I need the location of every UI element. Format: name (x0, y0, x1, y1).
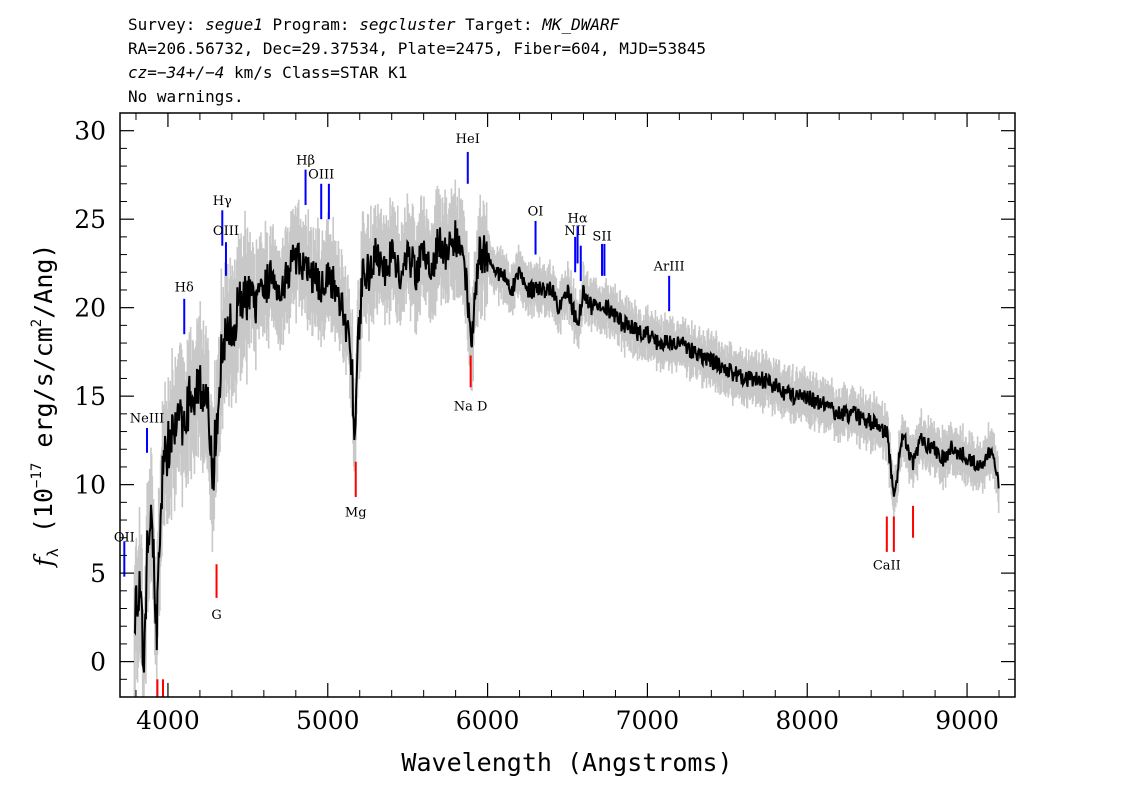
header-segment: km/s Class=STAR K1 (224, 63, 407, 82)
y-tick-label: 10 (74, 471, 106, 500)
y-tick-label: 0 (90, 648, 106, 677)
y-tick-label: 5 (90, 559, 106, 588)
spectral-line-label: HeI (456, 132, 480, 147)
spectral-line-label: G (211, 608, 221, 623)
x-tick-label: 4000 (136, 706, 200, 735)
y-tick-label: 20 (74, 294, 106, 323)
x-axis-ticks: 4000 5000 6000 7000 8000 9000 (135, 113, 1000, 735)
y-tick-label: 30 (74, 117, 106, 146)
spectral-line-label: NeIII (130, 412, 164, 427)
header-line-1: Survey: segue1 Program: segcluster Targe… (128, 15, 620, 34)
header-line-4: No warnings. (128, 87, 244, 106)
x-tick-label: 8000 (775, 706, 839, 735)
header-segment: Target: (456, 15, 543, 34)
flux-series (133, 220, 1000, 673)
y-axis-ticks: 0 5 10 15 20 25 30 (74, 117, 1015, 680)
spectral-line-label: NII (564, 224, 586, 239)
spectral-line-label: Hδ (175, 281, 194, 296)
x-axis-title: Wavelength (Angstroms) (401, 748, 732, 777)
header-line-3: cz=−34+/−4 km/s Class=STAR K1 (128, 63, 407, 82)
header-line-2: RA=206.56732, Dec=29.37534, Plate=2475, … (128, 39, 706, 58)
spectral-line-label: Hβ (296, 153, 315, 168)
spectral-line-label: ArIII (653, 260, 685, 275)
plot-frame (119, 112, 1016, 698)
header-segment: segue1 (205, 15, 263, 34)
flux-line (133, 220, 1000, 673)
spectrum-header: Survey: segue1 Program: segcluster Targe… (128, 15, 706, 106)
spectral-line-label: Hα (568, 212, 588, 227)
x-tick-label: 6000 (456, 706, 520, 735)
x-tick-label: 7000 (616, 706, 680, 735)
x-tick-label: 5000 (296, 706, 360, 735)
spectral-line-label: OIII (213, 224, 239, 239)
spectral-line-label: CaII (873, 559, 901, 574)
header-segment: Program: (263, 15, 359, 34)
header-segment: −34+/−4 (157, 63, 224, 82)
spectral-line-label: SII (592, 229, 611, 244)
header-segment: Survey: (128, 15, 205, 34)
x-tick-label: 9000 (935, 706, 999, 735)
header-segment: cz= (128, 63, 157, 82)
spectral-line-label: Hγ (213, 194, 232, 209)
y-tick-label: 25 (74, 205, 106, 234)
header-segment: MK_DWARF (541, 15, 619, 34)
spectral-line-label: OI (528, 205, 544, 220)
header-segment: segcluster (359, 15, 456, 34)
spectral-line-annotations: OIINeIIIHδHγOIIIHβOIIIHeIOINIIHαSIIArIII… (114, 132, 915, 697)
spectral-line-label: Mg (345, 505, 367, 520)
y-axis-title: fλ (10−17 erg/s/cm2/Ang) (29, 244, 62, 569)
y-tick-label: 15 (74, 382, 106, 411)
spectral-line-label: Na D (454, 399, 488, 414)
spectral-line-label: OIII (308, 167, 334, 182)
flux-error-band (133, 179, 1000, 697)
